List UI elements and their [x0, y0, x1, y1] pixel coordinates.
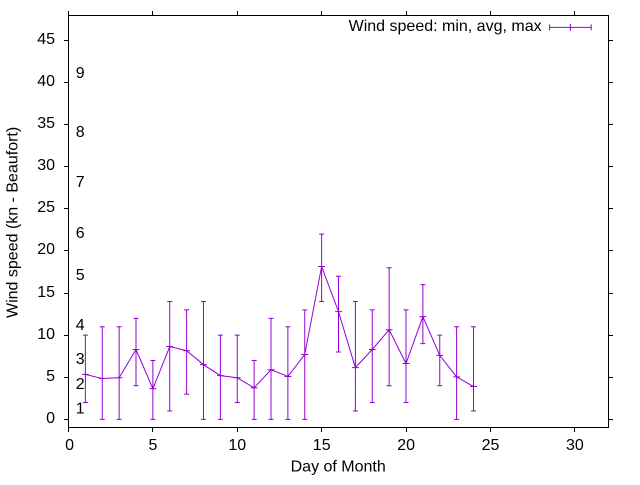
svg-text:10: 10: [228, 437, 246, 454]
svg-text:20: 20: [37, 241, 55, 258]
svg-text:4: 4: [76, 317, 85, 334]
svg-text:5: 5: [149, 437, 158, 454]
svg-text:6: 6: [76, 225, 85, 242]
svg-text:2: 2: [76, 376, 85, 393]
svg-text:5: 5: [76, 267, 85, 284]
svg-text:Day of Month: Day of Month: [291, 458, 386, 475]
svg-text:20: 20: [397, 437, 415, 454]
svg-text:5: 5: [46, 368, 55, 385]
svg-text:40: 40: [37, 73, 55, 90]
svg-text:25: 25: [482, 437, 500, 454]
svg-text:10: 10: [37, 326, 55, 343]
svg-text:3: 3: [76, 351, 85, 368]
svg-text:0: 0: [46, 410, 55, 427]
svg-text:15: 15: [37, 284, 55, 301]
svg-text:45: 45: [37, 31, 55, 48]
svg-text:35: 35: [37, 115, 55, 132]
svg-text:Wind speed (kn - Beaufort): Wind speed (kn - Beaufort): [5, 127, 22, 318]
svg-text:9: 9: [76, 65, 85, 82]
svg-text:30: 30: [566, 437, 584, 454]
svg-text:1: 1: [76, 401, 85, 418]
svg-text:25: 25: [37, 199, 55, 216]
svg-text:7: 7: [76, 174, 85, 191]
svg-text:15: 15: [313, 437, 331, 454]
svg-text:8: 8: [76, 124, 85, 141]
svg-text:Wind speed: min, avg, max: Wind speed: min, avg, max: [349, 18, 542, 35]
svg-text:30: 30: [37, 157, 55, 174]
svg-text:0: 0: [65, 437, 74, 454]
